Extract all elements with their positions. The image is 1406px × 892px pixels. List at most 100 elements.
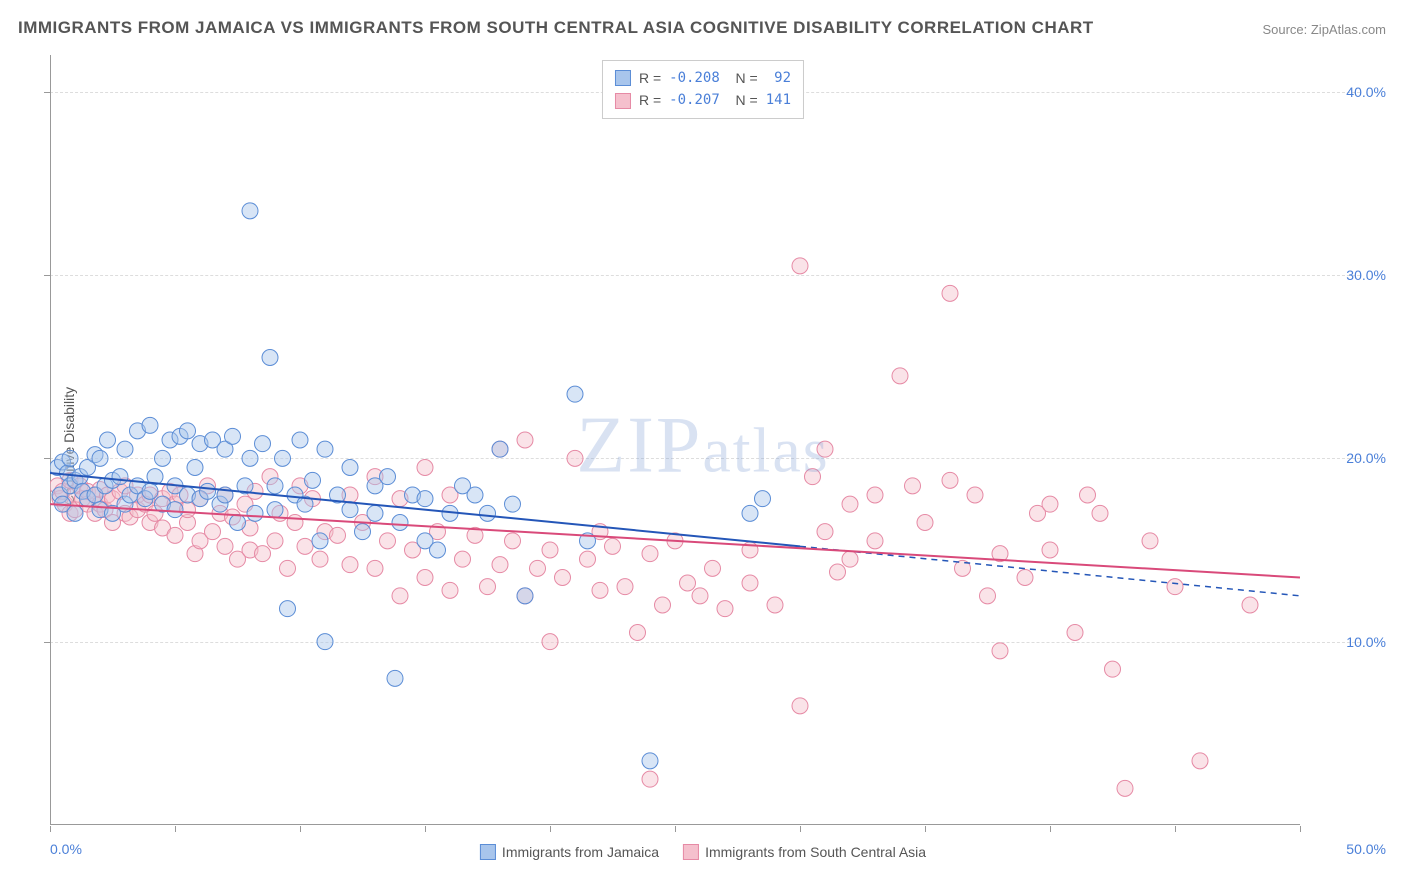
data-point (100, 432, 116, 448)
data-point (792, 698, 808, 714)
data-point (367, 560, 383, 576)
y-tick-label: 10.0% (1346, 634, 1386, 650)
data-point (1042, 496, 1058, 512)
data-point (305, 472, 321, 488)
data-point (680, 575, 696, 591)
data-point (387, 670, 403, 686)
data-point (330, 527, 346, 543)
data-point (92, 450, 108, 466)
data-point (167, 527, 183, 543)
data-point (417, 491, 433, 507)
data-point (767, 597, 783, 613)
data-point (392, 588, 408, 604)
source-attribution: Source: ZipAtlas.com (1262, 22, 1386, 37)
data-point (817, 524, 833, 540)
data-point (255, 546, 271, 562)
data-point (112, 469, 128, 485)
data-point (180, 423, 196, 439)
data-point (842, 551, 858, 567)
data-point (205, 524, 221, 540)
data-point (62, 450, 78, 466)
data-point (817, 441, 833, 457)
data-point (655, 597, 671, 613)
data-point (1067, 625, 1083, 641)
data-point (992, 643, 1008, 659)
data-point (255, 436, 271, 452)
data-point (380, 533, 396, 549)
data-point (555, 570, 571, 586)
data-point (705, 560, 721, 576)
swatch-series-1 (683, 844, 699, 860)
data-point (867, 533, 883, 549)
x-tick-label: 50.0% (1346, 841, 1386, 857)
data-point (480, 579, 496, 595)
data-point (1142, 533, 1158, 549)
data-point (867, 487, 883, 503)
chart-title: IMMIGRANTS FROM JAMAICA VS IMMIGRANTS FR… (18, 18, 1094, 38)
swatch-series-0 (480, 844, 496, 860)
data-point (317, 634, 333, 650)
y-tick-label: 20.0% (1346, 450, 1386, 466)
data-point (542, 634, 558, 650)
data-point (355, 524, 371, 540)
data-point (830, 564, 846, 580)
data-point (292, 432, 308, 448)
data-point (442, 582, 458, 598)
r-label: R = (639, 67, 661, 89)
data-point (755, 491, 771, 507)
data-point (1117, 780, 1133, 796)
data-point (1092, 505, 1108, 521)
data-point (842, 496, 858, 512)
legend-item-series-0: Immigrants from Jamaica (480, 844, 659, 860)
data-point (367, 505, 383, 521)
n-label: N = (728, 89, 758, 111)
data-point (517, 432, 533, 448)
data-point (967, 487, 983, 503)
data-point (1080, 487, 1096, 503)
data-point (1242, 597, 1258, 613)
n-value-1: 141 (766, 89, 791, 111)
series-legend: Immigrants from Jamaica Immigrants from … (480, 844, 926, 860)
data-point (380, 469, 396, 485)
data-point (505, 496, 521, 512)
x-tick-label: 0.0% (50, 841, 82, 857)
data-point (187, 460, 203, 476)
scatter-plot-svg (50, 55, 1300, 825)
data-point (917, 515, 933, 531)
data-point (1167, 579, 1183, 595)
data-point (1192, 753, 1208, 769)
data-point (287, 515, 303, 531)
data-point (142, 483, 158, 499)
data-point (580, 551, 596, 567)
data-point (280, 601, 296, 617)
data-point (417, 460, 433, 476)
data-point (1042, 542, 1058, 558)
data-point (267, 478, 283, 494)
swatch-series-0 (615, 70, 631, 86)
data-point (567, 450, 583, 466)
data-point (280, 560, 296, 576)
legend-row-series-1: R = -0.207 N = 141 (615, 89, 791, 111)
data-point (342, 557, 358, 573)
data-point (317, 441, 333, 457)
data-point (1105, 661, 1121, 677)
data-point (467, 487, 483, 503)
data-point (297, 538, 313, 554)
data-point (942, 472, 958, 488)
data-point (617, 579, 633, 595)
data-point (455, 551, 471, 567)
n-value-0: 92 (766, 67, 791, 89)
data-point (267, 502, 283, 518)
data-point (742, 505, 758, 521)
data-point (312, 533, 328, 549)
data-point (717, 601, 733, 617)
data-point (225, 428, 241, 444)
data-point (267, 533, 283, 549)
data-point (242, 450, 258, 466)
data-point (492, 557, 508, 573)
data-point (480, 505, 496, 521)
data-point (567, 386, 583, 402)
data-point (247, 505, 263, 521)
data-point (275, 450, 291, 466)
data-point (505, 533, 521, 549)
